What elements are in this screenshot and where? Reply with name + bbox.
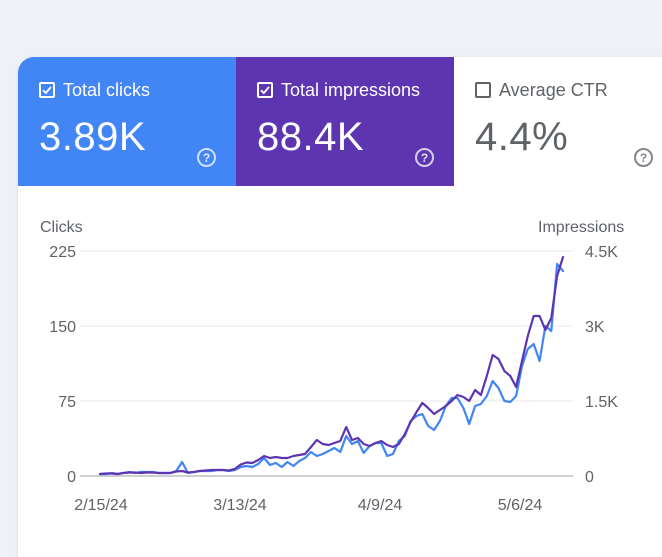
y-right-tick-label: 3K bbox=[585, 319, 605, 336]
y-left-tick-label: 150 bbox=[49, 319, 76, 336]
checkbox-unchecked-icon[interactable] bbox=[475, 82, 491, 98]
metric-total-clicks[interactable]: Total clicks 3.89K ? bbox=[18, 57, 236, 186]
metric-value: 88.4K bbox=[257, 115, 365, 159]
metric-average-ctr[interactable]: Average CTR 4.4% ? bbox=[454, 57, 662, 186]
x-tick-label: 2/15/24 bbox=[74, 497, 127, 514]
y-right-tick-label: 1.5K bbox=[585, 394, 618, 411]
metric-total-impressions[interactable]: Total impressions 88.4K ? bbox=[236, 57, 454, 186]
y-left-tick-label: 0 bbox=[67, 469, 76, 486]
metric-label: Total impressions bbox=[281, 80, 421, 100]
checkbox-checked-icon[interactable] bbox=[39, 82, 55, 98]
x-tick-label: 5/6/24 bbox=[498, 497, 543, 514]
series-line-clicks bbox=[98, 262, 565, 476]
help-icon[interactable]: ? bbox=[634, 148, 653, 167]
y-right-tick-label: 4.5K bbox=[585, 244, 618, 261]
help-icon[interactable]: ? bbox=[415, 148, 434, 167]
performance-chart: Clicks Impressions 0 0 75 1.5K 150 3K 225 4.5K 2… bbox=[18, 186, 662, 557]
y-axis-left-title: Clicks bbox=[40, 219, 83, 236]
metric-label: Total clicks bbox=[63, 80, 151, 100]
y-right-tick-label: 0 bbox=[585, 469, 594, 486]
line-chart: 0 0 75 1.5K 150 3K 225 4.5K 2/15/24 3/13/24 4/9/24… bbox=[49, 244, 618, 514]
performance-card: Total clicks 3.89K ? Total impressions 8… bbox=[18, 57, 662, 557]
metric-value: 4.4% bbox=[475, 115, 569, 159]
y-left-tick-label: 225 bbox=[49, 244, 76, 261]
x-tick-label: 4/9/24 bbox=[358, 497, 403, 514]
help-icon[interactable]: ? bbox=[197, 148, 216, 167]
y-left-tick-label: 75 bbox=[58, 394, 76, 411]
metric-label: Average CTR bbox=[499, 80, 608, 100]
metric-value: 3.89K bbox=[39, 115, 147, 159]
checkbox-checked-icon[interactable] bbox=[257, 82, 273, 98]
metric-tabs: Total clicks 3.89K ? Total impressions 8… bbox=[18, 57, 662, 186]
y-axis-right-title: Impressions bbox=[538, 219, 625, 236]
series-line-impressions bbox=[98, 255, 565, 476]
x-tick-label: 3/13/24 bbox=[213, 497, 266, 514]
